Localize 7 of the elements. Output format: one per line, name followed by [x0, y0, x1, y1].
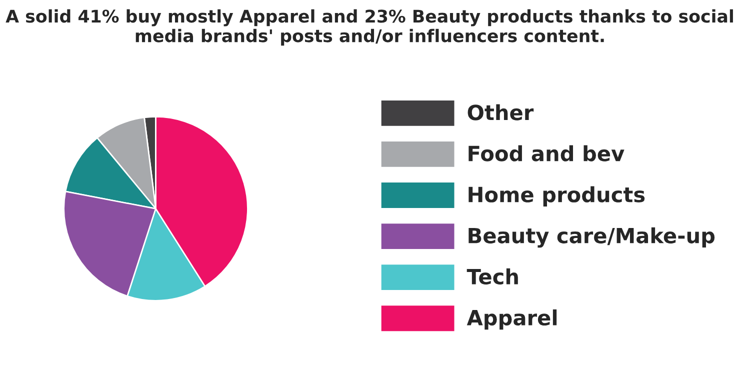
legend-label: Home products — [468, 186, 645, 206]
chart-title: A solid 41% buy mostly Apparel and 23% Beauty products thanks to social media brands' posts and/or influencers content. — [6, 9, 733, 46]
legend-label: Tech — [466, 268, 518, 284]
legend-label: Apparel — [466, 309, 557, 330]
legend-label: Beauty care/Make-up — [468, 227, 715, 248]
legend-label: Other — [468, 104, 534, 120]
legend-label: Food and bev — [468, 145, 624, 162]
